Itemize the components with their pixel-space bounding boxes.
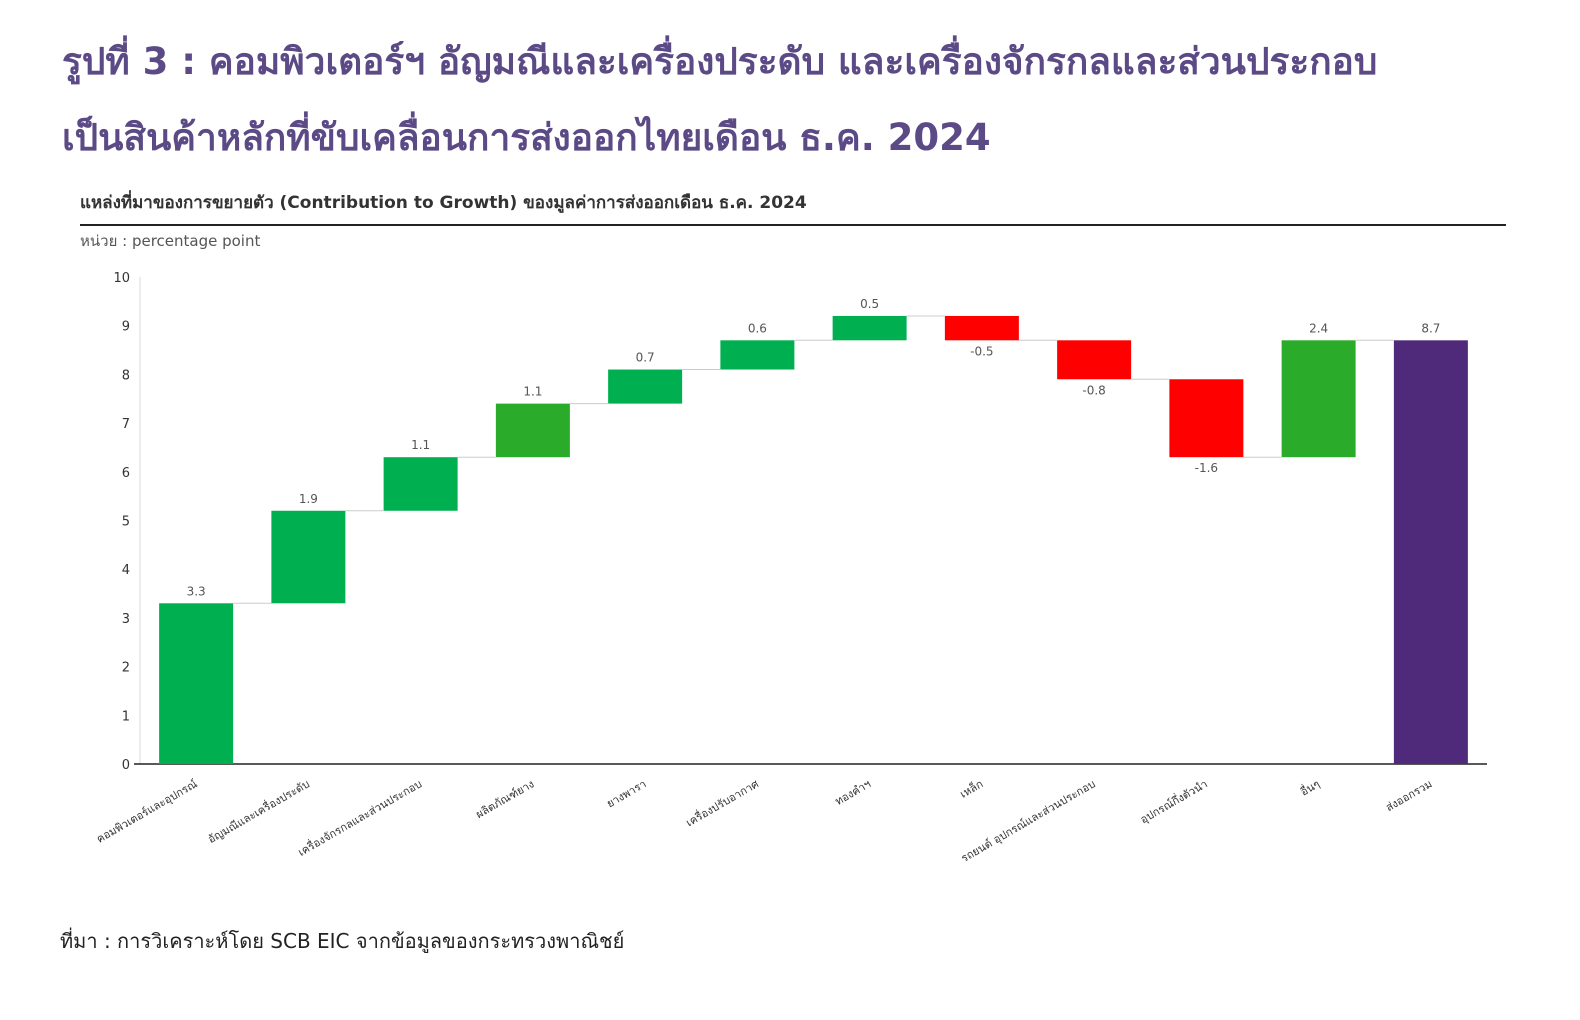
y-tick-label: 5: [122, 515, 130, 530]
y-tick-label: 9: [122, 320, 130, 335]
data-label: 1.1: [523, 385, 542, 399]
waterfall-bar: [159, 603, 234, 764]
y-tick-label: 6: [122, 466, 130, 481]
data-label: 1.1: [411, 438, 430, 452]
waterfall-bar: [271, 510, 346, 604]
data-label: -0.8: [1082, 383, 1105, 397]
waterfall-bar: [1169, 379, 1244, 458]
waterfall-bar: [608, 369, 683, 404]
x-tick-label: เครื่องปรับอากาศ: [683, 776, 761, 830]
unit-label: หน่วย : percentage point: [80, 232, 261, 250]
y-tick-label: 8: [122, 368, 130, 383]
x-tick-label: ยางพารา: [604, 777, 648, 810]
data-label: 8.7: [1421, 321, 1440, 335]
waterfall-bar: [1393, 340, 1468, 764]
waterfall-bar: [832, 315, 907, 341]
x-tick-label: คอมพิวเตอร์และอุปกรณ์: [94, 777, 199, 845]
data-label: 1.9: [299, 492, 318, 506]
y-tick-label: 10: [113, 271, 130, 286]
x-tick-label: อุปกรณ์กึ่งตัวนำ: [1137, 776, 1210, 827]
chart-title: แหล่งที่มาของการขยายตัว (Contribution to…: [80, 193, 807, 213]
x-tick-label: ผลิตภัณฑ์ยาง: [474, 777, 537, 821]
waterfall-chart: 0 1 2 3 4 5 6 7 8 9 10 3.3 คอมพิวเตอร์และอุปกรณ์ 1.9 อ…: [94, 271, 1487, 865]
data-label: -1.6: [1195, 461, 1218, 475]
x-tick-label: อัญมณีและเครื่องประดับ: [205, 776, 312, 847]
page-title-line-2: เป็นสินค้าหลักที่ขับเคลื่อนการส่งออกไทยเ…: [62, 116, 991, 159]
x-tick-label: ทองคำฯ: [833, 777, 873, 808]
data-label: 0.7: [636, 351, 655, 365]
x-tick-label: เครื่องจักรกลและส่วนประกอบ: [295, 776, 424, 859]
y-tick-label: 1: [122, 709, 130, 724]
y-tick-label: 0: [122, 758, 130, 773]
x-tick-label: อื่นๆ: [1297, 776, 1322, 799]
data-label: 3.3: [187, 584, 206, 598]
data-label: 0.5: [860, 297, 879, 311]
waterfall-bar: [944, 315, 1019, 341]
x-tick-label: เหล็ก: [957, 776, 985, 800]
y-tick-label: 7: [122, 417, 130, 432]
y-tick-label: 4: [122, 563, 130, 578]
waterfall-bar: [495, 403, 570, 458]
waterfall-bar: [383, 457, 458, 511]
y-tick-label: 3: [122, 612, 130, 627]
y-tick-label: 2: [122, 661, 130, 676]
data-label: 0.6: [748, 321, 767, 335]
title-divider: [80, 224, 1506, 226]
source-note: ที่มา : การวิเคราะห์โดย SCB EIC จากข้อมู…: [60, 929, 625, 953]
waterfall-bar: [1057, 340, 1132, 380]
waterfall-bar: [720, 340, 795, 370]
page-title-line-1: รูปที่ 3 : คอมพิวเตอร์ฯ อัญมณีและเครื่อง…: [62, 40, 1378, 83]
x-tick-label: ส่งออกรวม: [1383, 777, 1434, 814]
data-label: 2.4: [1309, 321, 1328, 335]
waterfall-bar: [1281, 340, 1356, 458]
data-label: -0.5: [970, 344, 993, 358]
